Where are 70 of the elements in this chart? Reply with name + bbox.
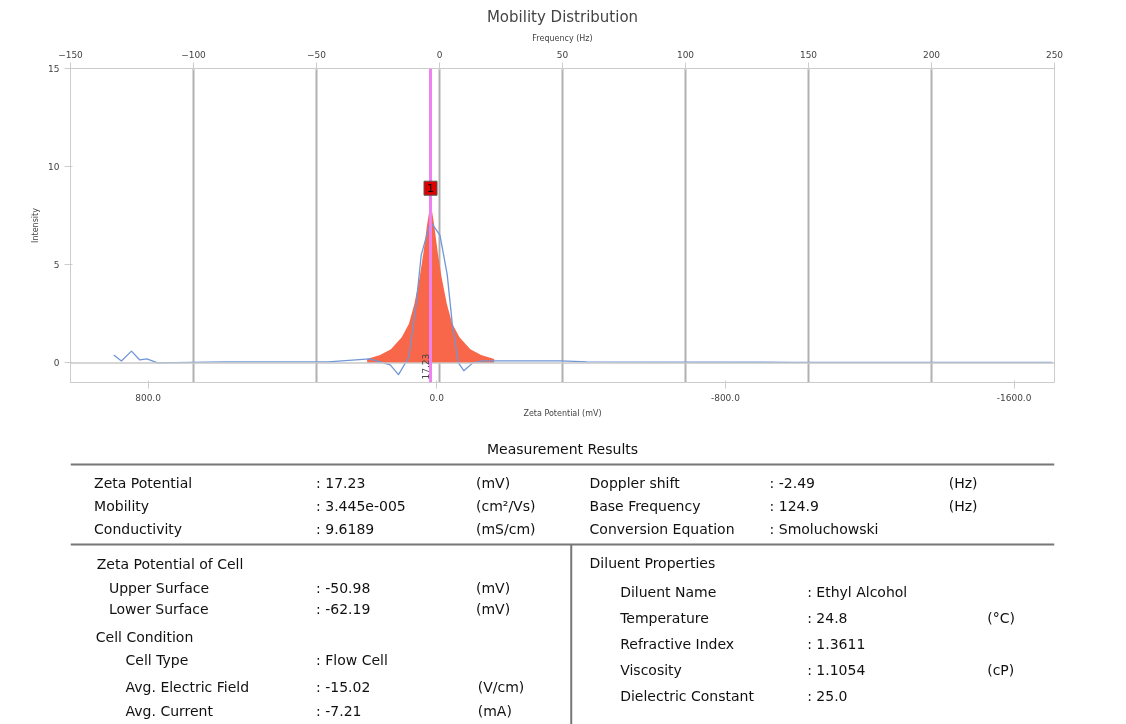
text: Conductivity [94,520,183,537]
y-tick-label: 10 [48,162,60,173]
text: : 124.9 [769,497,819,514]
text: (mV) [475,600,511,617]
text: (mS/cm) [475,520,536,537]
text: : 3.445e-005 [316,497,406,514]
text: : 25.0 [807,687,848,704]
text: : Ethyl Alcohol [807,583,908,600]
chart-title: Mobility Distribution [486,7,639,26]
annotation: 1 [427,182,435,196]
x-tick-label: 800.0 [135,392,162,403]
y-tick-label: 15 [48,64,60,74]
x2-tick-label: 250 [1045,49,1064,60]
text: : -7.21 [316,702,362,719]
y-tick-label: 0 [53,358,60,369]
x2-tick-label: 50 [556,49,569,60]
text: Temperature [619,609,709,626]
text: : -62.19 [316,600,371,617]
text: (mV) [475,579,511,596]
x-tick-label: 0.0 [429,392,445,403]
x2-tick-label: −100 [181,49,207,60]
text: : -2.49 [769,474,815,491]
text: : 24.8 [807,609,848,626]
x2-tick-label: 0 [436,49,443,60]
text: Dielectric Constant [620,687,755,704]
text: (Hz) [948,474,978,491]
x2-tick-label: −50 [307,49,327,60]
text: (Hz) [948,497,978,514]
text: (V/cm) [477,678,525,695]
text: (mA) [477,702,512,719]
text: : -50.98 [316,579,371,596]
text: Zeta Potential of Cell [96,555,244,572]
text: Zeta Potential [94,474,193,491]
x2-tick-label: −150 [58,49,84,60]
x-tick-label: -1600.0 [996,392,1032,403]
x2-axis-title: Frequency (Hz) [532,33,593,43]
text: Base Frequency [589,497,701,514]
x2-tick-label: 100 [676,49,695,60]
text: Diluent Name [620,583,717,600]
text: Cell Condition [95,628,194,645]
text: : Smoluchowski [769,520,879,537]
x-tick-label: -800.0 [710,392,741,403]
text: (°C) [987,609,1015,626]
text: : -15.02 [316,678,371,695]
text: Cell Type [125,651,189,668]
text: Viscosity [620,661,682,678]
text: Avg. Current [125,702,214,719]
text: : Flow Cell [316,651,388,668]
text: Avg. Electric Field [125,678,250,695]
text: Conversion Equation [589,520,735,537]
text: Upper Surface [108,579,210,596]
text: Doppler shift [589,474,681,491]
text: : 9.6189 [316,520,375,537]
text: (cP) [987,661,1015,678]
y-axis-title: Intensity [31,207,41,243]
text: Lower Surface [108,600,209,617]
text: (mV) [475,474,511,491]
ref-line-label: 17.23 [420,353,431,380]
text: Mobility [94,497,150,514]
text: Measurement Results [486,440,639,457]
y-tick-label: 5 [53,260,60,271]
x-axis-title: Zeta Potential (mV) [523,408,602,418]
x2-tick-label: 200 [922,49,941,60]
text: Refractive Index [620,635,735,652]
x2-tick-label: 150 [799,49,818,60]
text: Diluent Properties [589,554,716,571]
text: (cm²/Vs) [475,497,536,514]
text: : 1.1054 [807,661,866,678]
text: : 17.23 [316,474,366,491]
text: : 1.3611 [807,635,866,652]
